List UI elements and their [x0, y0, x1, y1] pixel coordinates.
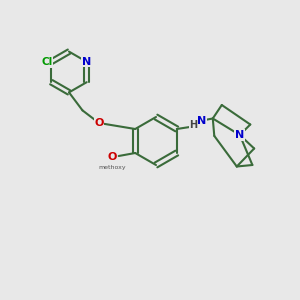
Text: methoxy: methoxy — [98, 165, 126, 170]
Text: N: N — [235, 130, 244, 140]
Text: O: O — [107, 152, 117, 162]
Text: N: N — [197, 116, 206, 126]
Text: H: H — [189, 120, 197, 130]
Text: Cl: Cl — [41, 57, 52, 67]
Text: O: O — [94, 118, 104, 128]
Text: N: N — [82, 57, 91, 67]
